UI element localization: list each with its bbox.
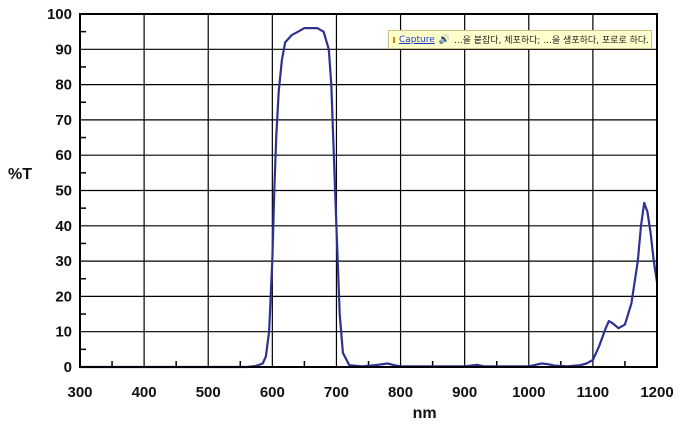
y-tick-label: 70	[55, 112, 72, 129]
dictionary-icon	[393, 36, 395, 43]
y-axis-title: %T	[8, 166, 32, 183]
x-tick-label: 900	[452, 384, 477, 401]
x-tick-label: 500	[196, 384, 221, 401]
capture-link[interactable]: Capture	[399, 34, 435, 45]
y-tick-label: 60	[55, 147, 72, 164]
x-tick-label: 300	[67, 384, 92, 401]
y-tick-label: 80	[55, 77, 72, 94]
series-layer	[78, 27, 659, 369]
speaker-icon[interactable]: 🔊	[438, 34, 451, 45]
y-tick-label: 40	[55, 218, 72, 235]
y-tick-label: 100	[47, 6, 72, 23]
x-tick-label: 600	[260, 384, 285, 401]
x-tick-label: 1000	[512, 384, 545, 401]
dictionary-tooltip: Capture 🔊 ...을 붙잡다, 체포하다; ...을 생포하다, 포로로…	[388, 30, 652, 49]
y-tick-label: 20	[55, 288, 72, 305]
series-line-0	[78, 27, 659, 369]
y-tick-label: 10	[55, 324, 72, 341]
x-axis-title: nm	[413, 405, 437, 422]
y-tick-label: 50	[55, 183, 72, 200]
tooltip-definition: ...을 붙잡다, 체포하다; ...을 생포하다, 포로로 하다.	[454, 36, 650, 46]
x-axis: 300 400 500 600 700 800 900 1000 1100 1200	[67, 361, 674, 401]
plot-frame	[79, 13, 658, 368]
y-axis: 0 10 20 30 40 50 60 70 80 90 100	[47, 6, 86, 376]
x-tick-label: 400	[132, 384, 157, 401]
x-tick-label: 800	[388, 384, 413, 401]
x-tick-label: 700	[324, 384, 349, 401]
x-tick-label: 1100	[577, 384, 610, 401]
x-tick-label: 1200	[640, 384, 673, 401]
y-tick-label: 90	[55, 41, 72, 58]
grid	[80, 14, 657, 367]
y-tick-label: 0	[64, 359, 72, 376]
y-tick-label: 30	[55, 253, 72, 270]
